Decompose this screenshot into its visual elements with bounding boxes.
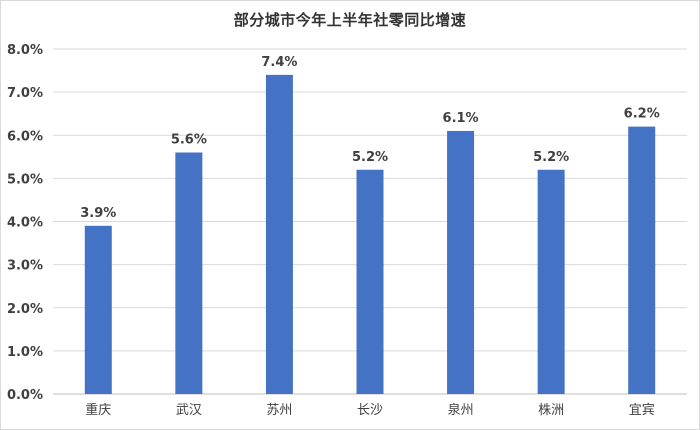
y-tick-label: 0.0%: [7, 388, 43, 403]
y-tick-label: 6.0%: [7, 129, 43, 144]
y-tick-label: 8.0%: [7, 43, 43, 58]
x-tick-label: 宜宾: [629, 402, 655, 418]
y-tick-label: 4.0%: [7, 216, 43, 231]
chart-title: 部分城市今年上半年社零同比增速: [233, 11, 467, 29]
y-tick-label: 5.0%: [7, 172, 43, 187]
data-label: 7.4%: [261, 55, 297, 70]
data-label: 6.2%: [624, 107, 660, 122]
data-label: 5.6%: [171, 133, 207, 148]
bar: [537, 169, 565, 394]
x-axis: 重庆 武汉 苏州 长沙 泉州 株洲 宜宾: [85, 402, 654, 418]
x-tick-label: 株洲: [538, 403, 564, 418]
y-tick-label: 3.0%: [7, 259, 43, 274]
x-tick-label: 长沙: [357, 403, 383, 418]
bar: [628, 126, 656, 394]
data-label: 6.1%: [443, 111, 479, 126]
x-tick-label: 重庆: [85, 402, 111, 418]
bar: [447, 130, 475, 394]
data-label: 5.2%: [533, 150, 569, 165]
bar: [175, 152, 203, 394]
y-tick-label: 1.0%: [7, 345, 43, 360]
bars: [84, 74, 656, 394]
y-tick-label: 2.0%: [7, 302, 43, 317]
x-tick-label: 武汉: [176, 403, 202, 418]
bar: [356, 169, 384, 394]
data-label: 3.9%: [80, 206, 116, 221]
bar: [84, 225, 112, 394]
bar: [265, 74, 293, 394]
data-labels: 3.9% 5.6% 7.4% 5.2% 6.1% 5.2% 6.2%: [80, 55, 659, 221]
y-axis: 0.0% 1.0% 2.0% 3.0% 4.0% 5.0% 6.0% 7.0% 8.0%: [7, 43, 43, 403]
data-label: 5.2%: [352, 150, 388, 165]
x-tick-label: 泉州: [448, 402, 474, 418]
y-tick-label: 7.0%: [7, 86, 43, 101]
x-tick-label: 苏州: [266, 402, 292, 418]
